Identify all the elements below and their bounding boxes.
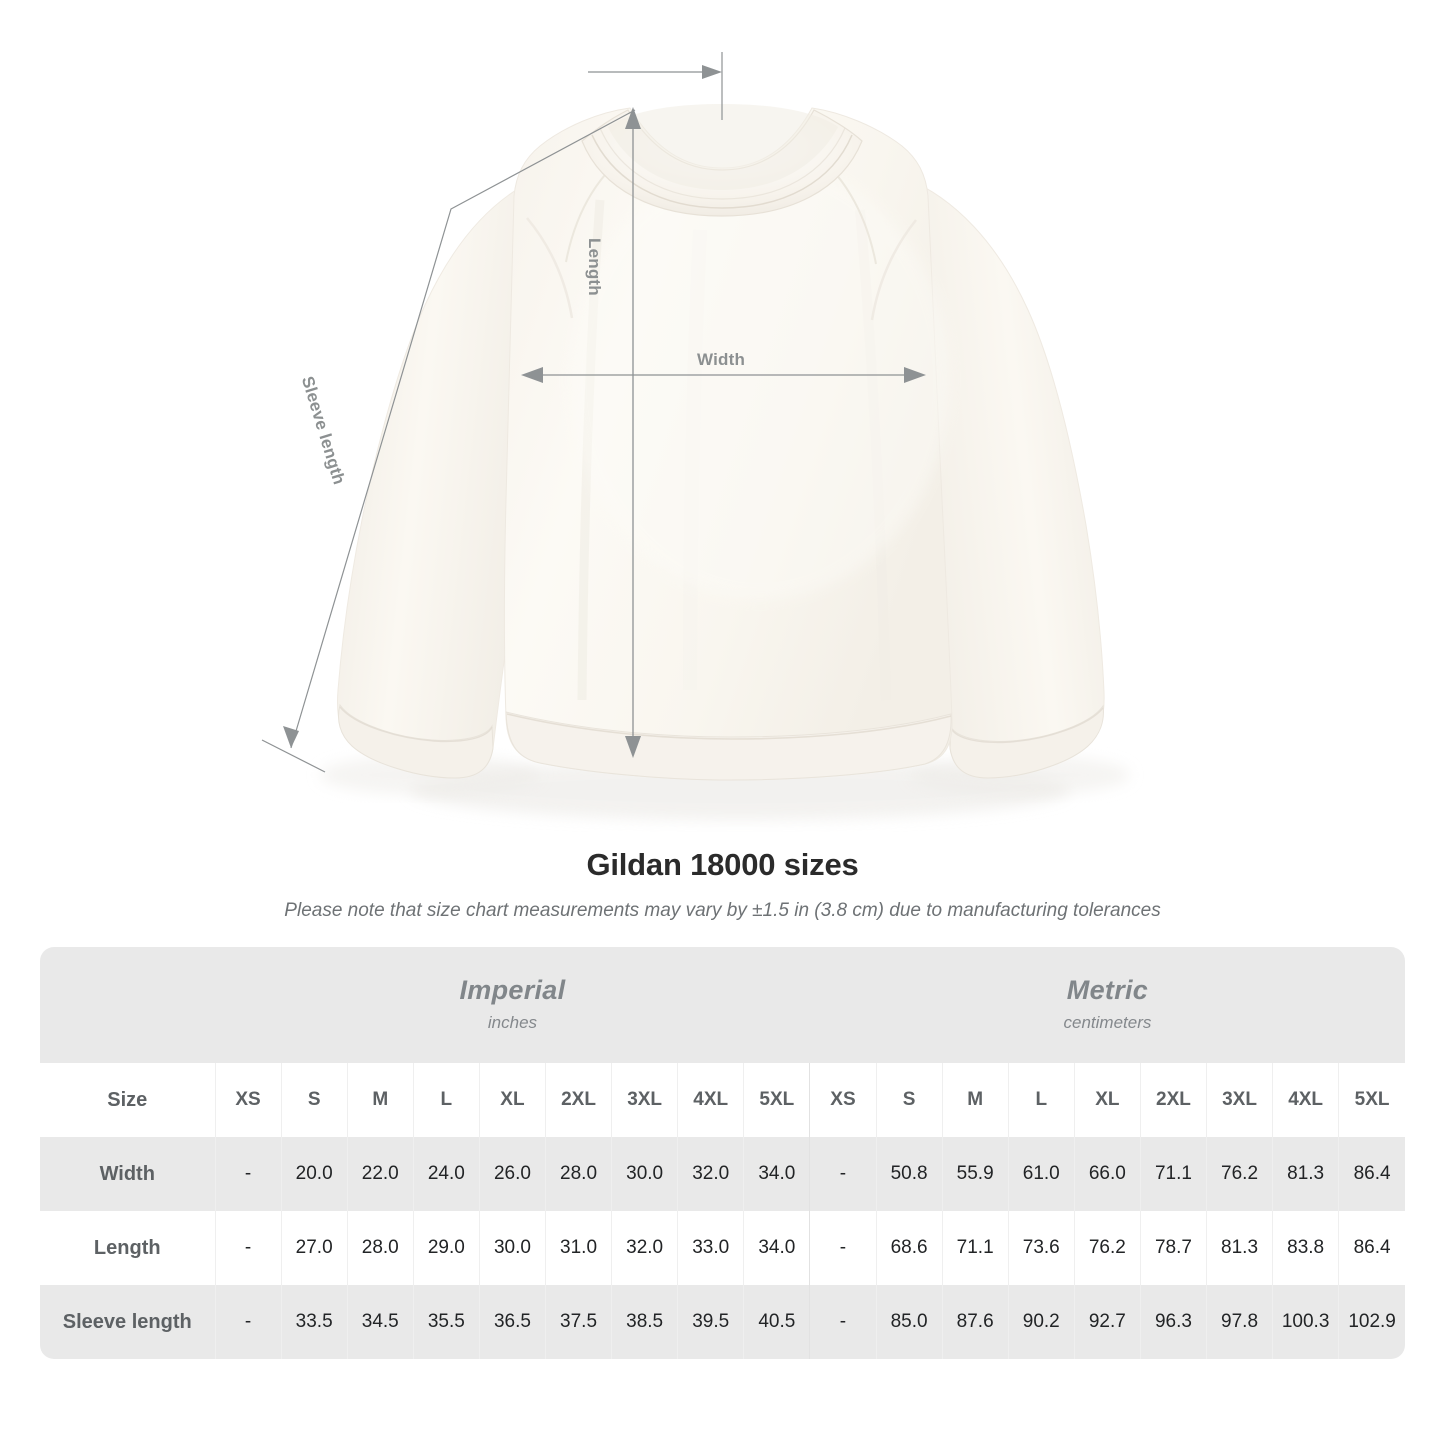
cell-sleeve-met-4: 92.7	[1073, 1285, 1141, 1359]
sweatshirt-illustration	[261, 52, 1130, 820]
size-header-met-4: XL	[1073, 1063, 1141, 1137]
cell-length-imp-4: 30.0	[478, 1211, 546, 1285]
size-column-label: Size	[40, 1063, 216, 1137]
cell-sleeve-imp-3: 35.5	[412, 1285, 480, 1359]
cell-width-met-0: -	[809, 1137, 877, 1211]
cell-width-imp-1: 20.0	[280, 1137, 348, 1211]
cell-width-met-6: 76.2	[1205, 1137, 1273, 1211]
cell-length-met-7: 83.8	[1272, 1211, 1339, 1285]
cell-sleeve-imp-0: -	[214, 1285, 282, 1359]
cell-length-met-6: 81.3	[1205, 1211, 1273, 1285]
size-header-imp-6: 3XL	[611, 1063, 678, 1137]
size-header-met-5: 2XL	[1139, 1063, 1207, 1137]
size-header-imp-2: M	[346, 1063, 414, 1137]
unit-system-name-imperial: Imperial	[459, 975, 566, 1005]
unit-header-spacer	[40, 947, 216, 1063]
unit-system-header-row: Imperial inches Metric centimeters	[40, 947, 1405, 1063]
size-chart-table: Imperial inches Metric centimeters Size …	[40, 947, 1405, 1359]
unit-header-metric: Metric centimeters	[809, 947, 1405, 1063]
cell-length-met-2: 71.1	[941, 1211, 1009, 1285]
size-header-met-2: M	[941, 1063, 1009, 1137]
cell-length-imp-3: 29.0	[412, 1211, 480, 1285]
cell-width-imp-0: -	[214, 1137, 282, 1211]
table-row: Sleeve length - 33.5 34.5 35.5 36.5 37.5…	[40, 1285, 1405, 1359]
row-label-width: Width	[40, 1137, 216, 1211]
cell-width-imp-4: 26.0	[478, 1137, 546, 1211]
cell-sleeve-imp-6: 38.5	[611, 1285, 678, 1359]
size-header-imp-7: 4XL	[677, 1063, 744, 1137]
cell-width-met-3: 61.0	[1007, 1137, 1075, 1211]
length-dimension-label: Length	[585, 238, 604, 296]
cell-width-met-8: 86.4	[1338, 1137, 1405, 1211]
cell-length-imp-6: 32.0	[611, 1211, 678, 1285]
size-header-imp-0: XS	[214, 1063, 282, 1137]
size-header-row: Size XS S M L XL 2XL 3XL 4XL 5XL XS S M …	[40, 1063, 1405, 1137]
cell-sleeve-met-7: 100.3	[1272, 1285, 1339, 1359]
cell-length-met-1: 68.6	[875, 1211, 943, 1285]
unit-header-imperial: Imperial inches	[215, 947, 810, 1063]
cell-sleeve-imp-4: 36.5	[478, 1285, 546, 1359]
unit-name-imperial: inches	[487, 1013, 538, 1032]
cell-width-imp-8: 34.0	[743, 1137, 810, 1211]
cell-sleeve-imp-1: 33.5	[280, 1285, 348, 1359]
page-subtitle: Please note that size chart measurements…	[284, 900, 1161, 921]
cell-length-met-4: 76.2	[1073, 1211, 1141, 1285]
size-header-met-8: 5XL	[1338, 1063, 1405, 1137]
cell-sleeve-met-6: 97.8	[1205, 1285, 1273, 1359]
unit-system-name-metric: Metric	[1066, 975, 1149, 1005]
size-header-met-1: S	[875, 1063, 943, 1137]
cell-sleeve-met-0: -	[809, 1285, 877, 1359]
cell-width-imp-3: 24.0	[412, 1137, 480, 1211]
cell-length-imp-7: 33.0	[677, 1211, 744, 1285]
cell-length-imp-5: 31.0	[544, 1211, 612, 1285]
cell-length-met-0: -	[809, 1211, 877, 1285]
cell-length-imp-8: 34.0	[743, 1211, 810, 1285]
cell-width-met-2: 55.9	[941, 1137, 1009, 1211]
cell-length-imp-0: -	[214, 1211, 282, 1285]
page-title: Gildan 18000 sizes	[586, 847, 859, 882]
size-header-met-3: L	[1007, 1063, 1075, 1137]
size-header-met-0: XS	[809, 1063, 877, 1137]
row-label-sleeve-length: Sleeve length	[40, 1285, 216, 1359]
size-header-imp-5: 2XL	[544, 1063, 612, 1137]
size-header-imp-1: S	[280, 1063, 348, 1137]
cell-sleeve-imp-2: 34.5	[346, 1285, 414, 1359]
cell-length-imp-1: 27.0	[280, 1211, 348, 1285]
cell-sleeve-met-5: 96.3	[1139, 1285, 1207, 1359]
unit-name-metric: centimeters	[1063, 1013, 1152, 1032]
cell-sleeve-met-8: 102.9	[1338, 1285, 1405, 1359]
cell-width-imp-2: 22.0	[346, 1137, 414, 1211]
garment-diagram: Length Width Sleeve length	[261, 52, 1130, 820]
cell-length-met-3: 73.6	[1007, 1211, 1075, 1285]
cell-sleeve-imp-7: 39.5	[677, 1285, 744, 1359]
cell-width-imp-7: 32.0	[677, 1137, 744, 1211]
cell-sleeve-met-3: 90.2	[1007, 1285, 1075, 1359]
size-chart-table-container: Imperial inches Metric centimeters Size …	[40, 947, 1405, 1359]
cell-width-met-4: 66.0	[1073, 1137, 1141, 1211]
row-label-length: Length	[40, 1211, 216, 1285]
cell-width-met-1: 50.8	[875, 1137, 943, 1211]
cell-length-met-8: 86.4	[1338, 1211, 1405, 1285]
cell-sleeve-imp-5: 37.5	[544, 1285, 612, 1359]
cell-length-met-5: 78.7	[1139, 1211, 1207, 1285]
cell-sleeve-met-1: 85.0	[875, 1285, 943, 1359]
size-header-imp-3: L	[412, 1063, 480, 1137]
cell-width-met-5: 71.1	[1139, 1137, 1207, 1211]
size-header-imp-8: 5XL	[743, 1063, 810, 1137]
size-header-imp-4: XL	[478, 1063, 546, 1137]
table-row: Width - 20.0 22.0 24.0 26.0 28.0 30.0 32…	[40, 1137, 1405, 1211]
width-dimension-label: Width	[697, 350, 746, 369]
cell-length-imp-2: 28.0	[346, 1211, 414, 1285]
cell-width-met-7: 81.3	[1272, 1137, 1339, 1211]
cell-width-imp-6: 30.0	[611, 1137, 678, 1211]
cell-sleeve-met-2: 87.6	[941, 1285, 1009, 1359]
size-header-met-6: 3XL	[1205, 1063, 1273, 1137]
size-header-met-7: 4XL	[1272, 1063, 1339, 1137]
cell-width-imp-5: 28.0	[544, 1137, 612, 1211]
table-row: Length - 27.0 28.0 29.0 30.0 31.0 32.0 3…	[40, 1211, 1405, 1285]
title-block: Gildan 18000 sizes Please note that size…	[0, 845, 1445, 923]
cell-sleeve-imp-8: 40.5	[743, 1285, 810, 1359]
